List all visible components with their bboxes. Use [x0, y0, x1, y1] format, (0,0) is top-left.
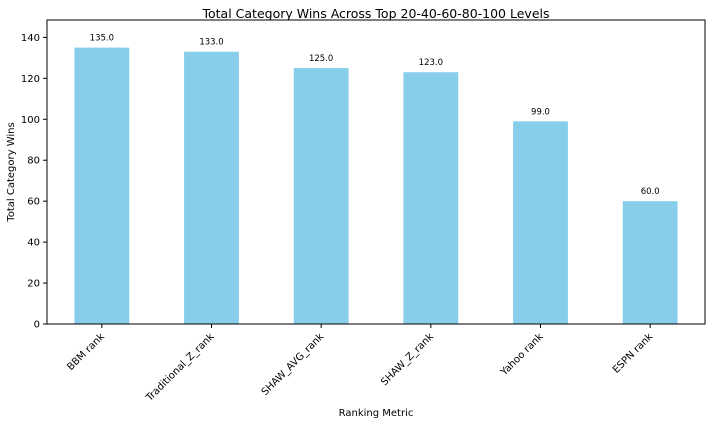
y-tick-label: 40	[27, 238, 40, 249]
bars-group	[74, 47, 678, 325]
bar-value-label: 99.0	[531, 107, 550, 117]
x-tick-label: SHAW_AVG_rank	[260, 331, 327, 398]
bar	[622, 201, 678, 324]
bar	[74, 47, 130, 325]
bar	[403, 72, 459, 324]
y-tick-label: 0	[34, 320, 40, 331]
bar	[293, 68, 349, 324]
bar-value-labels: 135.0 133.0 125.0 123.0 99.0 60.0	[90, 34, 660, 198]
bar-value-label: 60.0	[641, 187, 660, 197]
y-axis: 0 20 40 60 80 100 120 140	[21, 33, 47, 331]
chart-title: Total Category Wins Across Top 20-40-60-…	[202, 6, 550, 21]
y-tick-label: 140	[21, 33, 40, 44]
x-tick-label: BBM rank	[65, 331, 107, 373]
y-tick-label: 120	[21, 74, 40, 85]
y-tick-label: 100	[21, 115, 40, 126]
bar	[513, 121, 568, 324]
bar-value-label: 123.0	[419, 58, 443, 68]
x-axis-label: Ranking Metric	[339, 408, 414, 419]
x-tick-label: Traditional_Z_rank	[144, 331, 217, 404]
bar-value-label: 133.0	[199, 38, 223, 48]
bar	[184, 51, 239, 324]
x-tick-label: SHAW_Z_rank	[379, 331, 436, 388]
x-axis: BBM rank Traditional_Z_rank SHAW_AVG_rank S…	[65, 324, 655, 404]
y-tick-label: 80	[27, 156, 40, 167]
y-tick-label: 20	[27, 279, 40, 290]
y-axis-label: Total Category Wins	[6, 122, 17, 222]
plot-frame	[46, 19, 706, 325]
x-tick-label: ESPN rank	[611, 331, 656, 376]
y-tick-label: 60	[27, 197, 40, 208]
bar-value-label: 135.0	[90, 34, 114, 44]
x-tick-label: Yahoo rank	[498, 331, 546, 379]
bar-value-label: 125.0	[309, 54, 333, 64]
